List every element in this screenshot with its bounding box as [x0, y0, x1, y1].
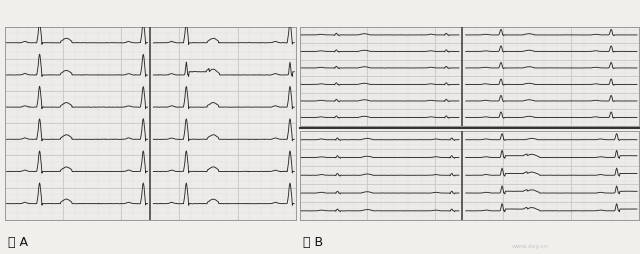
Text: www.dxy.cn: www.dxy.cn: [512, 244, 549, 249]
Text: 图 A: 图 A: [8, 236, 28, 249]
Text: 图 B: 图 B: [303, 236, 323, 249]
